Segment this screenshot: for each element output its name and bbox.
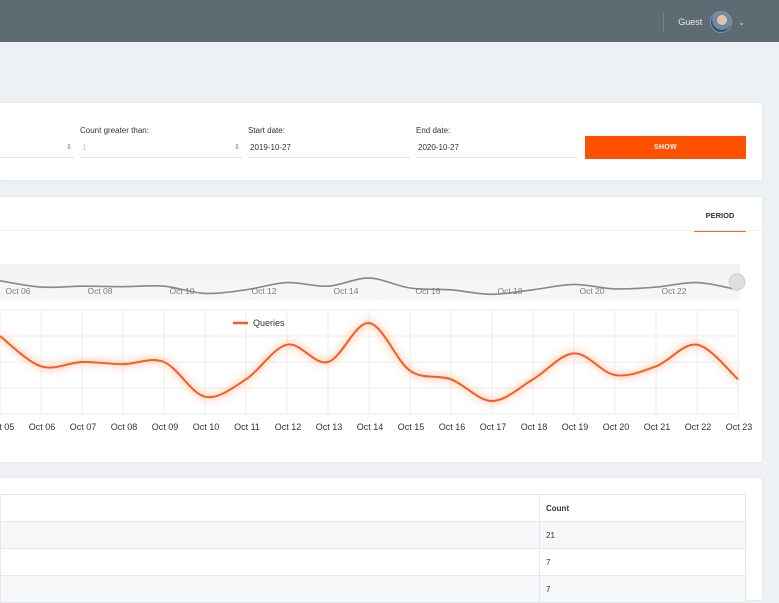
navigator-handle [728,273,746,291]
navigator-tick-label: Oct 08 [87,286,112,296]
end-date-input[interactable]: 2020-10-27 [416,139,578,158]
column-header-count[interactable]: Count [539,494,746,522]
tab-period[interactable]: PERIOD [694,207,746,232]
queries-chart[interactable]: Oct 06 Oct 08 Oct 10 Oct 12 Oct 14 Oct 16 Oct … [0,240,762,440]
count-value: 1 [82,143,87,152]
separator [663,12,665,32]
navigator-line [0,277,739,296]
navigator-tick-label: Oct 12 [251,286,276,296]
end-date-value: 2020-10-27 [418,143,459,152]
x-tick-label: Oct 14 [357,422,384,432]
table-row[interactable]: 21 [0,521,746,549]
x-tick-label: Oct 09 [152,422,179,432]
x-tick-label: Oct 11 [234,422,260,432]
navigator-tick-label: Oct 06 [5,286,30,296]
x-tick-label: Oct 13 [316,422,343,432]
navigator-tick-label: Oct 14 [333,286,358,296]
user-name: Guest [678,17,703,27]
x-tick-label: Oct 16 [439,422,466,432]
navigator-tick-label: Oct 10 [169,286,194,296]
data-table: Count 21 7 7 [0,494,746,603]
divider [0,230,762,231]
x-tick-label: Oct 22 [685,422,712,432]
x-tick-label: Oct 06 [29,422,56,432]
column-header[interactable] [0,494,540,522]
start-date-value: 2019-10-27 [250,143,291,152]
x-tick-label: Oct 08 [111,422,138,432]
count-input[interactable]: 1 ⇕ [80,139,242,158]
navigator-band [0,264,740,300]
table-cell-count: 7 [539,575,746,603]
table-cell [0,521,540,549]
table-header-row: Count [0,494,746,522]
table-cell [0,548,540,576]
x-tick-label: Oct 10 [193,422,220,432]
legend-label: Queries [253,318,285,328]
x-tick-label: Oct 21 [644,422,671,432]
x-tick-label: Oct 07 [70,422,97,432]
series-line-queries [0,322,739,403]
end-date-label: End date: [416,126,451,135]
table-cell-count: 7 [539,548,746,576]
start-date-label: Start date: [248,126,285,135]
x-tick-label: Oct 19 [562,422,589,432]
table-cell-count: 21 [539,521,746,549]
partial-input[interactable]: ⇕ [0,139,74,158]
chevron-down-icon[interactable]: ⌄ [738,17,745,27]
x-tick-label: Oct 17 [480,422,507,432]
top-bar: Guest ⌄ [0,0,779,42]
stepper-icon[interactable]: ⇕ [234,144,240,151]
count-label: Count greater than: [80,126,149,135]
x-tick-label: Oct 15 [398,422,425,432]
x-tick-label: Oct 23 [726,422,753,432]
x-tick-label: Oct 20 [603,422,630,432]
start-date-input[interactable]: 2019-10-27 [248,139,410,158]
avatar[interactable] [710,11,733,33]
x-tick-label: Oct 12 [275,422,302,432]
navigator-tick-label: Oct 16 [415,286,440,296]
table-row[interactable]: 7 [0,548,746,576]
table-row[interactable]: 7 [0,575,746,603]
x-tick-label: Oct 18 [521,422,548,432]
stepper-icon[interactable]: ⇕ [66,144,72,151]
navigator-tick-label: Oct 22 [661,286,686,296]
navigator-tick-label: Oct 20 [579,286,604,296]
x-tick-label: Oct 05 [0,422,14,432]
user-menu[interactable]: Guest ⌄ [663,11,745,33]
navigator-tick-label: Oct 18 [497,286,522,296]
table-cell [0,575,540,603]
show-button[interactable]: SHOW [585,136,746,159]
